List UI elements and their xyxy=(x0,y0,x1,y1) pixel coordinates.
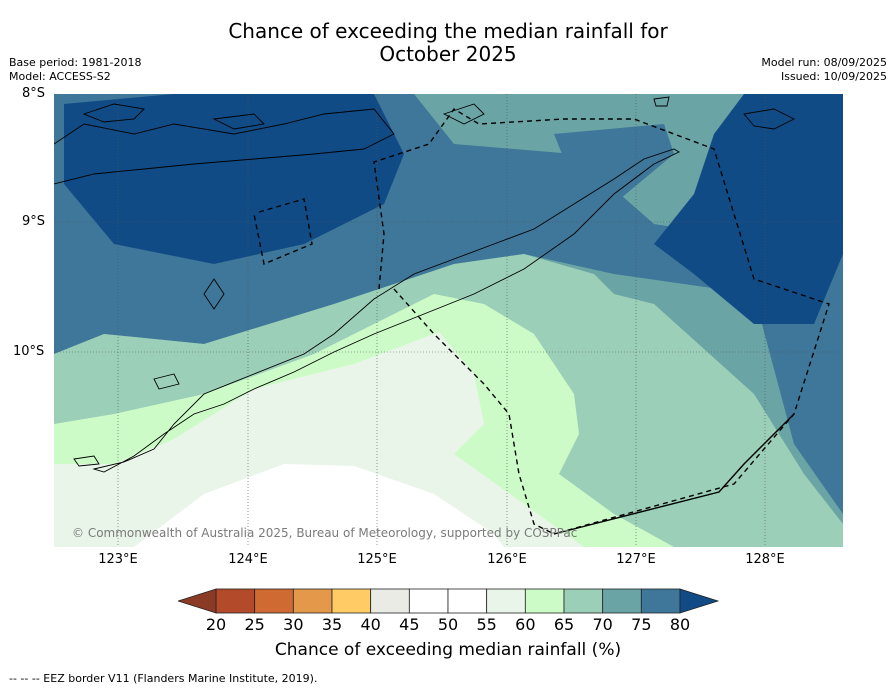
lat-label-8s: 8°S xyxy=(22,86,46,101)
rainfall-map xyxy=(54,94,843,547)
colorbar-cell xyxy=(215,588,256,614)
band-75-80-north xyxy=(554,124,674,204)
base-period: Base period: 1981-2018 xyxy=(9,56,142,69)
meta-right: Model run: 08/09/2025 Issued: 10/09/2025 xyxy=(761,56,887,84)
band-over-80-east xyxy=(654,94,843,324)
lat-label-9s: 9°S xyxy=(22,214,46,229)
copyright-notice: © Commonwealth of Australia 2025, Bureau… xyxy=(72,526,578,540)
lat-label-10s: 10°S xyxy=(13,344,45,359)
colorbar-tick: 35 xyxy=(321,615,343,634)
colorbar-tick: 45 xyxy=(399,615,420,634)
band-55-60 xyxy=(54,332,584,547)
colorbar-tick: 70 xyxy=(592,615,613,634)
issued-date: Issued: 10/09/2025 xyxy=(780,70,887,83)
colorbar-cell xyxy=(254,588,294,614)
lon-label-125e: 125°E xyxy=(357,552,397,567)
eez-border xyxy=(253,108,830,535)
colorbar-cell xyxy=(292,588,333,614)
coastlines xyxy=(54,96,796,473)
colorbar-tick: 75 xyxy=(631,615,652,634)
colorbar-tick: 40 xyxy=(360,615,381,634)
colorbar-tick: 20 xyxy=(205,615,227,634)
colorbar-tick: 80 xyxy=(669,615,691,634)
colorbar-cell xyxy=(640,588,681,614)
colorbar-tick: 30 xyxy=(283,615,304,634)
colorbar-over-arrow xyxy=(679,588,720,614)
map-title: Chance of exceeding the median rainfall … xyxy=(0,20,896,66)
footnote: -- -- -- EEZ border V11 (Flanders Marine… xyxy=(9,672,318,685)
lon-label-128e: 128°E xyxy=(745,552,785,567)
colorbar-tick: 65 xyxy=(553,615,575,634)
band-over-80-west xyxy=(64,94,404,264)
colorbar-cell xyxy=(447,588,488,614)
colorbar-tick: 50 xyxy=(437,615,459,634)
colorbar-tick: 60 xyxy=(515,615,536,634)
colorbar-cell xyxy=(486,588,526,614)
colorbar-cell xyxy=(602,588,642,614)
gridlines xyxy=(54,94,843,547)
lon-label-127e: 127°E xyxy=(616,552,656,567)
model-name: Model: ACCESS-S2 xyxy=(9,70,111,83)
colorbar-cell xyxy=(370,588,410,614)
meta-left: Base period: 1981-2018 Model: ACCESS-S2 xyxy=(9,56,141,84)
colorbar-tick: 55 xyxy=(476,615,497,634)
lon-label-126e: 126°E xyxy=(487,552,527,567)
title-line-2: October 2025 xyxy=(379,42,517,66)
colorbar-cell xyxy=(524,588,565,614)
colorbar-tick: 25 xyxy=(244,615,265,634)
colorbar xyxy=(178,588,720,614)
boundary-solid xyxy=(553,413,795,535)
title-line-1: Chance of exceeding the median rainfall … xyxy=(228,19,668,43)
colorbar-label: Chance of exceeding median rainfall (%) xyxy=(274,640,622,660)
colorbar-cell xyxy=(563,588,604,614)
colorbar-under-arrow xyxy=(178,588,217,614)
lon-label-124e: 124°E xyxy=(228,552,268,567)
lon-label-123e: 123°E xyxy=(98,552,138,567)
band-50-55 xyxy=(134,464,504,547)
model-run: Model run: 08/09/2025 xyxy=(761,56,887,69)
colorbar-cell xyxy=(408,588,449,614)
colorbar-cell xyxy=(331,588,372,614)
